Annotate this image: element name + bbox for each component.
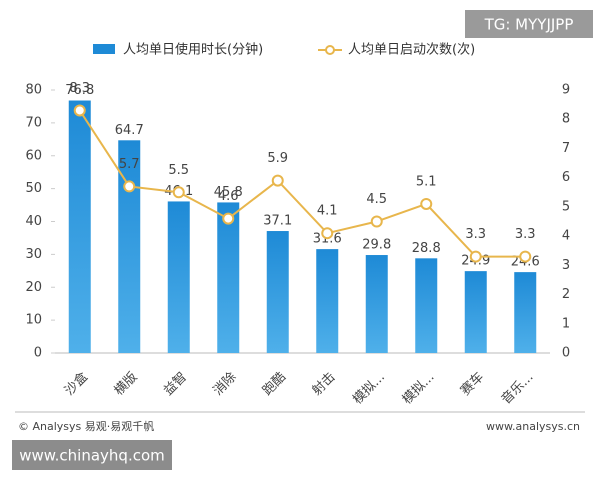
- point-label: 4.5: [366, 192, 387, 207]
- y2-tick-label: 5: [562, 199, 570, 214]
- legend-swatch: [93, 44, 115, 54]
- line: [78, 109, 526, 258]
- point: [73, 104, 86, 117]
- y-tick-label: 70: [25, 115, 42, 130]
- bar: [68, 100, 91, 354]
- point: [469, 250, 482, 263]
- y2-tick-label: 3: [562, 258, 570, 273]
- point: [321, 227, 334, 240]
- x-tick-label: 益智: [161, 370, 190, 399]
- y2-tick-label: 7: [562, 141, 570, 156]
- x-tick-label: 沙盒: [61, 369, 91, 399]
- y2-tick-label: 1: [562, 316, 570, 331]
- y-tick-label: 20: [25, 280, 42, 295]
- x-tick-label: 射击: [309, 369, 339, 399]
- watermark: www.chinayhq.com: [19, 447, 165, 465]
- point: [123, 180, 136, 193]
- x-tick-label: 赛车: [457, 369, 487, 399]
- y-tick-label: 0: [34, 346, 42, 361]
- watermark-box: [465, 10, 593, 38]
- point: [420, 197, 433, 210]
- y-tick-label: 10: [25, 313, 42, 328]
- bar: [415, 258, 438, 353]
- watermark-box: [12, 440, 172, 470]
- site: www.analysys.cn: [486, 420, 580, 433]
- y2-tick-label: 0: [562, 346, 570, 361]
- point-label: 5.1: [416, 174, 437, 189]
- x-tick-label: 消除: [211, 370, 240, 399]
- bar: [514, 272, 537, 353]
- y2-tick-label: 9: [562, 83, 570, 98]
- point: [370, 215, 383, 228]
- point: [172, 186, 185, 199]
- legend-label: 人均单日启动次数(次): [348, 42, 475, 58]
- point-label: 5.7: [119, 157, 140, 172]
- y-tick-label: 30: [25, 247, 42, 262]
- bar-label: 29.8: [362, 238, 391, 253]
- bar: [365, 255, 388, 353]
- point-label: 5.9: [267, 151, 288, 166]
- point: [519, 250, 532, 263]
- bar: [167, 201, 190, 353]
- y2-tick-label: 8: [562, 112, 570, 127]
- y2-tick-label: 6: [562, 170, 570, 185]
- y-tick-label: 40: [25, 214, 42, 229]
- bar: [217, 202, 240, 353]
- watermark: TG: MYYJJPP: [484, 16, 574, 34]
- y2-tick-label: 2: [562, 287, 570, 302]
- point-label: 3.3: [465, 227, 486, 242]
- bar-label: 37.1: [263, 214, 292, 229]
- point-label: 4.1: [317, 204, 338, 219]
- bar-label: 64.7: [115, 123, 144, 138]
- point: [271, 174, 284, 187]
- bar-label: 28.8: [412, 241, 441, 256]
- bar: [266, 231, 289, 353]
- bar: [118, 140, 141, 353]
- bar-label: 76.8: [65, 83, 94, 98]
- bar: [464, 271, 487, 353]
- x-tick-label: 横版: [112, 370, 141, 399]
- x-tick-label: 模拟...: [350, 370, 388, 408]
- point-label: 5.5: [168, 163, 189, 178]
- y-tick-label: 80: [25, 83, 42, 98]
- source: © Analysys 易观·易观千帆: [18, 419, 154, 433]
- bar: [316, 249, 339, 353]
- y-tick-label: 60: [25, 148, 42, 163]
- legend-label: 人均单日使用时长(分钟): [123, 42, 263, 58]
- x-tick-label: 模拟...: [400, 370, 438, 408]
- y2-tick-label: 4: [562, 229, 570, 244]
- legend-swatch: [325, 45, 335, 55]
- point-label: 8.3: [69, 81, 90, 96]
- point-label: 3.3: [515, 227, 536, 242]
- point: [222, 212, 235, 225]
- bar-label: 45.8: [214, 185, 243, 200]
- x-tick-label: 跑酷: [260, 370, 289, 399]
- x-tick-label: 音乐...: [498, 369, 536, 407]
- y-tick-label: 50: [25, 181, 42, 196]
- point-label: 4.6: [218, 189, 239, 204]
